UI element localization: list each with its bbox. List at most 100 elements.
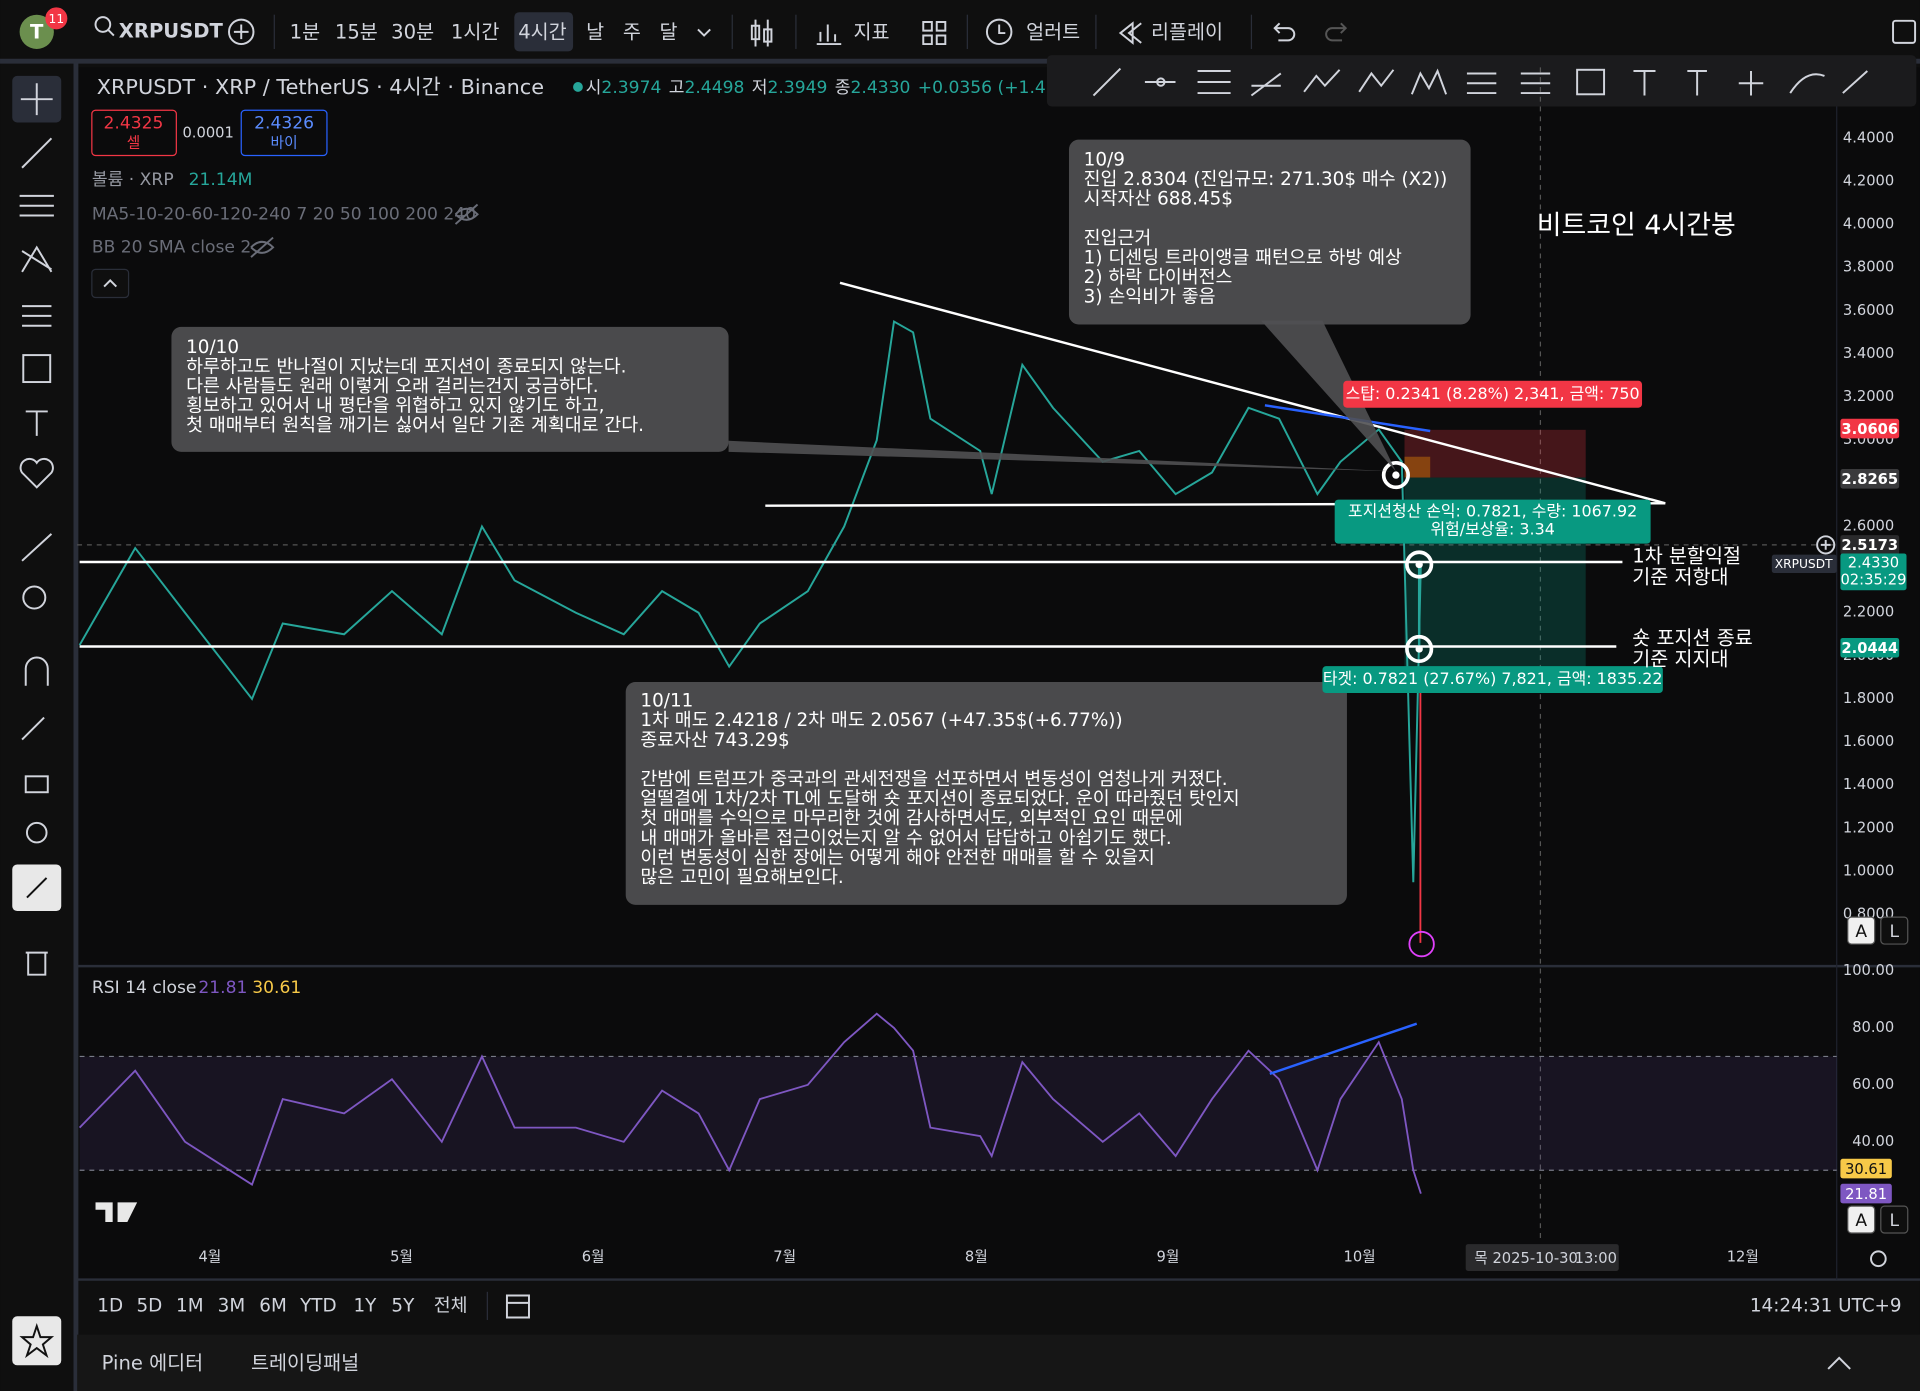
- note-text: 내 매매가 올바른 접근이었는지 알 수 없어서 답답하고 아쉽기도 했다.: [640, 828, 1171, 849]
- interval-dropdown[interactable]: [697, 28, 711, 37]
- range-button[interactable]: 5D: [136, 1296, 162, 1317]
- sell-label: 셀: [127, 134, 141, 151]
- interval-button[interactable]: 4시간: [518, 21, 566, 44]
- trade-marker: [1405, 550, 1434, 579]
- hidden-eye: [454, 203, 479, 225]
- chart-type-icon[interactable]: [750, 19, 773, 47]
- avatar[interactable]: [19, 14, 54, 49]
- level-label: 기준 지지대: [1632, 647, 1728, 670]
- alert-icon: [985, 18, 1013, 46]
- y-tick-label: 2.2000: [1843, 604, 1894, 621]
- interval-button[interactable]: 주: [623, 21, 641, 44]
- alerts-button[interactable]: 얼러트: [1026, 21, 1080, 44]
- scale-button[interactable]: [1847, 916, 1876, 945]
- range-button[interactable]: YTD: [299, 1296, 337, 1317]
- interval-button[interactable]: 15분: [335, 21, 378, 44]
- panel-toggle[interactable]: [1827, 1356, 1851, 1370]
- layout-button[interactable]: [1892, 19, 1917, 44]
- interval-button[interactable]: 달: [660, 21, 678, 44]
- x-tick-label: 8월: [965, 1249, 988, 1266]
- buy-label: 바이: [271, 134, 298, 151]
- note-text: 종료자산 743.29$: [640, 730, 789, 751]
- note-text: 하루하고도 반나절이 지났는데 포지션이 종료되지 않는다.: [186, 356, 626, 377]
- buy-button[interactable]: [240, 109, 328, 157]
- bb-legend: BB 20 SMA close 2: [92, 237, 251, 257]
- range-button[interactable]: 5Y: [391, 1296, 415, 1317]
- bottom-tab[interactable]: 트레이딩패널: [251, 1352, 359, 1375]
- range-button[interactable]: 전체: [434, 1296, 468, 1317]
- y-tick-label: 3.2000: [1843, 388, 1894, 405]
- chart-title: 비트코인 4시간봉: [1537, 210, 1736, 241]
- range-button[interactable]: 6M: [259, 1296, 287, 1317]
- active-interval-bg: [514, 12, 574, 52]
- trade-marker-dot: [1392, 471, 1400, 479]
- collapse-button[interactable]: [91, 268, 130, 299]
- y-tick-label: 1.6000: [1843, 733, 1894, 750]
- range-button[interactable]: 1Y: [353, 1296, 377, 1317]
- interval-button[interactable]: 1분: [290, 21, 320, 44]
- stop-price-badge: 3.0606: [1841, 421, 1898, 438]
- rsi-tick-label: 100.00: [1843, 962, 1894, 979]
- replay-button[interactable]: 리플레이: [1151, 21, 1223, 44]
- crosshair-price-badge-bg: [1840, 535, 1900, 555]
- ohlc-value: 2.3974: [601, 78, 661, 98]
- legend-title: XRPUSDT · XRP / TetherUS · 4시간 · Binance: [97, 75, 544, 99]
- close-label-bg: [1334, 499, 1651, 544]
- avatar-letter: T: [30, 21, 44, 44]
- scale-button[interactable]: [1880, 916, 1909, 945]
- scale-button[interactable]: [1880, 1205, 1909, 1234]
- x-tick-label: 7월: [773, 1249, 796, 1266]
- x-tick-label: 9월: [1157, 1249, 1180, 1266]
- range-button[interactable]: 1M: [176, 1296, 204, 1317]
- crosshair-plus[interactable]: [1816, 535, 1836, 555]
- sell-price: 2.4325: [104, 114, 164, 134]
- add-symbol[interactable]: [228, 18, 255, 46]
- range-button[interactable]: 3M: [218, 1296, 246, 1317]
- symbol-search[interactable]: XRPUSDT: [119, 19, 224, 42]
- note-text: 10/9: [1084, 149, 1125, 170]
- ohlc-value: 2.3949: [768, 78, 828, 98]
- templates-icon[interactable]: [922, 21, 947, 46]
- ma-legend: MA5-10-20-60-120-240 7 20 50 100 200 240: [92, 204, 476, 224]
- undo-icon[interactable]: [1273, 22, 1296, 42]
- note-box: [625, 682, 1347, 905]
- scale-button-label: L: [1889, 1211, 1899, 1231]
- date-range-icon[interactable]: [505, 1294, 530, 1319]
- note-box: [171, 326, 729, 452]
- indicators-button[interactable]: 지표: [853, 21, 889, 44]
- y-tick-label: 1.2000: [1843, 819, 1894, 836]
- bottom-panel: [77, 1334, 1920, 1391]
- scale-button-label: L: [1889, 922, 1899, 942]
- note-text: 첫 매매를 수익으로 마무리한 것에 감사하면서도, 외부적인 요인 때문에: [640, 808, 1182, 829]
- ohlc-value: 2.4330: [851, 78, 911, 98]
- drawing-tools: [1092, 67, 1868, 97]
- note-pointer: [728, 440, 1396, 472]
- trade-marker: [1405, 634, 1434, 664]
- drawing-toolbar[interactable]: [1046, 55, 1917, 107]
- ohlc-label: 저: [752, 78, 768, 98]
- clock[interactable]: 14:24:31 UTC+9: [1750, 1296, 1902, 1317]
- alert-marker[interactable]: [1408, 930, 1435, 958]
- tv-logo: [95, 1202, 138, 1223]
- notification-badge: [45, 7, 68, 30]
- volume-label: 볼륨 · XRP: [92, 170, 174, 190]
- crosshair-date: 목 2025-10-30: [1474, 1250, 1578, 1267]
- sell-button[interactable]: [91, 109, 177, 157]
- crosshair-time-bg: [1465, 1244, 1619, 1272]
- rsi-ma-value: 30.61: [252, 978, 301, 998]
- settings-icon[interactable]: [1870, 1250, 1887, 1268]
- interval-button[interactable]: 날: [586, 21, 604, 44]
- y-tick-label: 4.4000: [1843, 129, 1894, 146]
- ohlc-label: 시: [586, 78, 602, 98]
- note-text: 많은 고민이 필요해보인다.: [640, 867, 843, 888]
- ohlc-label: 종: [835, 78, 851, 98]
- note-text: 2) 하락 다이버전스: [1084, 267, 1233, 288]
- interval-button[interactable]: 1시간: [451, 21, 499, 44]
- scale-button[interactable]: [1847, 1205, 1876, 1234]
- range-button[interactable]: 1D: [97, 1296, 123, 1317]
- target-price-badge: 2.0444: [1841, 640, 1898, 657]
- interval-button[interactable]: 30분: [391, 21, 434, 44]
- bottom-tab[interactable]: Pine 에디터: [102, 1352, 204, 1375]
- note-box: [1068, 139, 1471, 325]
- redo-icon[interactable]: [1325, 22, 1348, 42]
